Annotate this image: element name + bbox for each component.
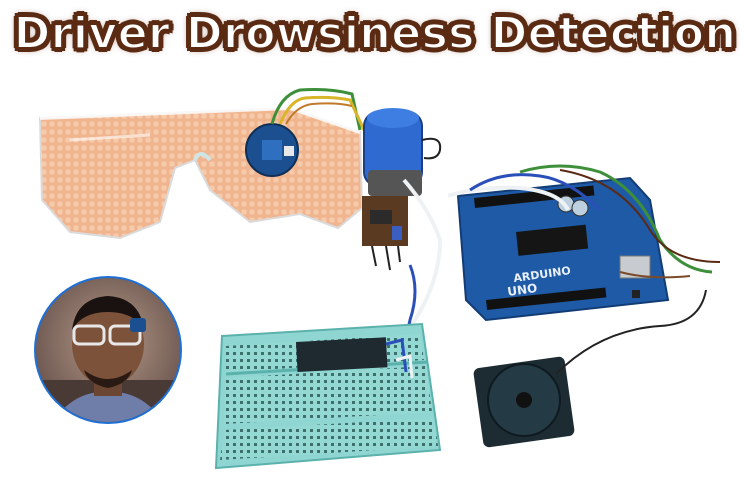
sensor-wires bbox=[270, 88, 366, 131]
title: Driver Drowsiness Detection bbox=[13, 7, 737, 60]
eye-blink-sensor bbox=[245, 123, 299, 177]
battery bbox=[363, 108, 442, 196]
arduino-uno-board: ARDUINO UNO bbox=[456, 176, 670, 322]
breadboard bbox=[214, 322, 442, 470]
jumper-wires bbox=[400, 164, 721, 349]
buzzer bbox=[473, 289, 707, 448]
safety-glasses bbox=[38, 105, 364, 240]
board-label: UNO bbox=[506, 281, 538, 299]
presenter-avatar bbox=[30, 272, 186, 428]
glasses-circuit bbox=[362, 196, 408, 271]
